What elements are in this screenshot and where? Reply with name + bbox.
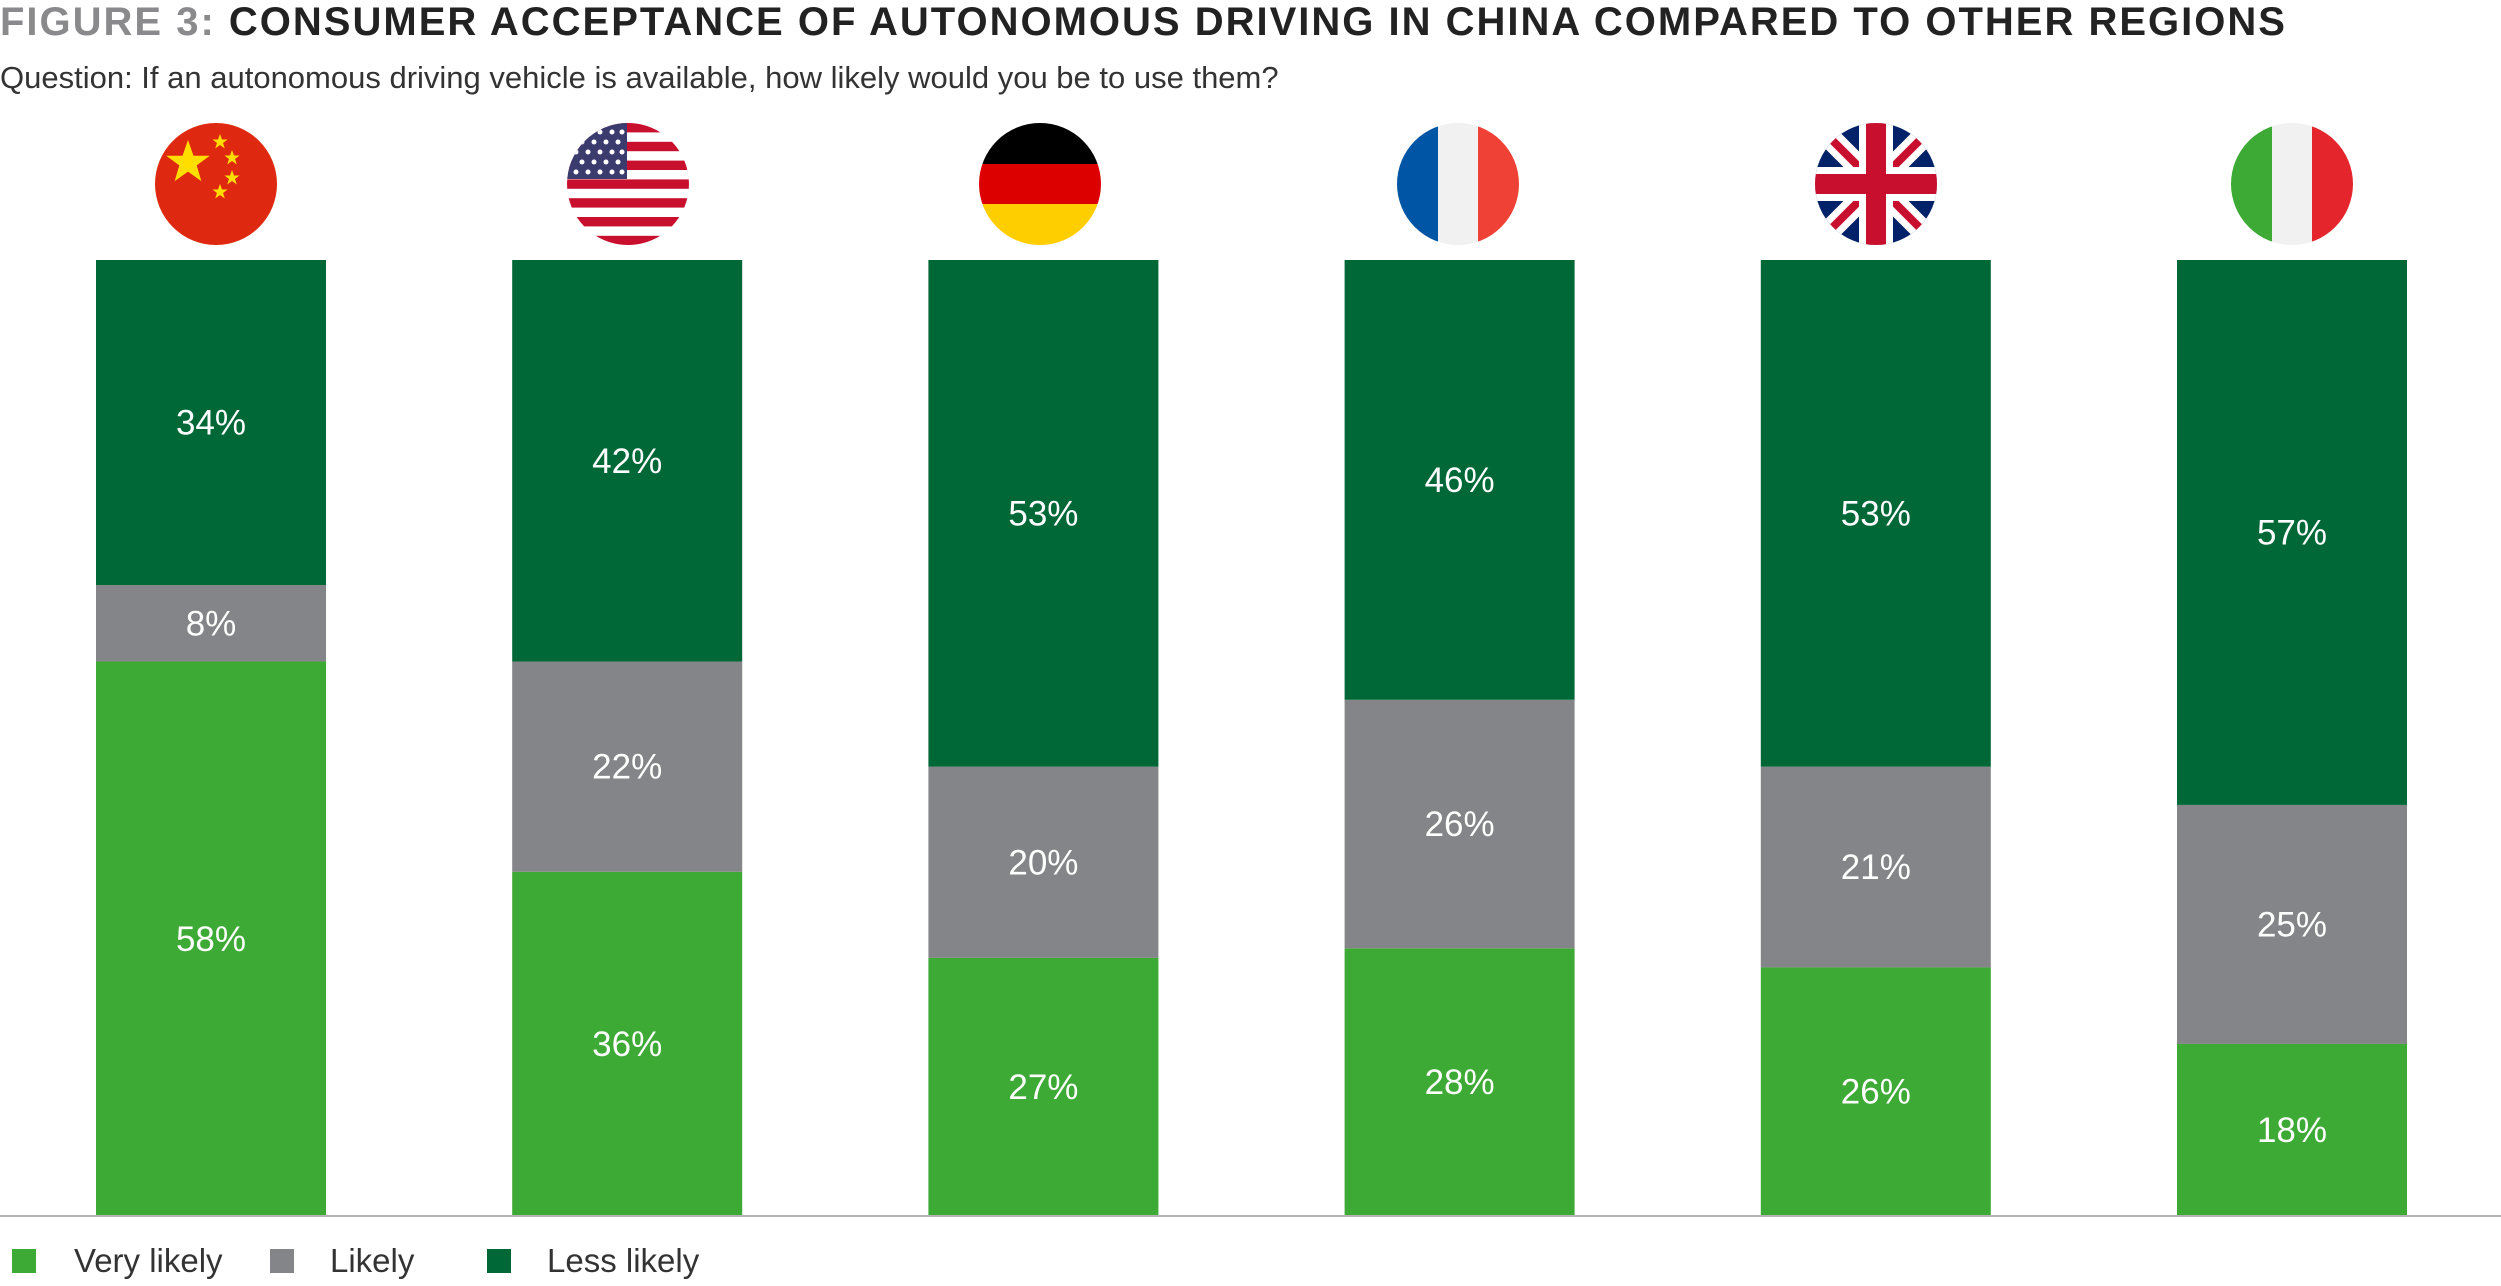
- legend-swatch-likely: [270, 1249, 294, 1273]
- data-label-usa-likely: 22%: [592, 748, 662, 787]
- bar-uk-likely: [1760, 766, 1991, 968]
- legend: Very likely Likely Less likely: [0, 1236, 699, 1286]
- bar-france-less-likely: [1344, 260, 1575, 700]
- bar-china-less-likely: [96, 260, 326, 586]
- chart-title: FIGURE 3: CONSUMER ACCEPTANCE OF AUTONOM…: [0, 0, 2287, 44]
- bar-uk-less-likely: [1760, 260, 1991, 767]
- data-label-china-very-likely: 58%: [176, 920, 246, 959]
- data-label-france-likely: 26%: [1425, 805, 1495, 844]
- bar-usa-very-likely: [512, 871, 743, 1216]
- usa-flag-icon: [567, 123, 689, 245]
- data-label-china-likely: 8%: [186, 604, 237, 643]
- data-label-china-less-likely: 34%: [176, 404, 246, 443]
- chart-subtitle: Question: If an autonomous driving vehic…: [0, 60, 1279, 95]
- bar-italy-very-likely: [2177, 1043, 2407, 1216]
- data-label-italy-likely: 25%: [2257, 905, 2327, 944]
- bar-germany-very-likely: [928, 957, 1159, 1216]
- legend-label-very-likely: Very likely: [74, 1242, 223, 1279]
- bar-france-very-likely: [1344, 948, 1575, 1216]
- italy-flag-icon: [2231, 123, 2353, 245]
- legend-item-very-likely: Very likely: [12, 1242, 270, 1280]
- figure-label: FIGURE 3:: [0, 0, 216, 44]
- data-label-france-very-likely: 28%: [1425, 1063, 1495, 1102]
- bars-layer: 58% 8% 34% 36% 22% 42% 27% 20% 53% 28% 26% 46% 26% 21…: [96, 260, 2407, 1216]
- bar-germany-likely: [928, 766, 1159, 958]
- bar-france-likely: [1344, 699, 1575, 949]
- germany-flag-icon: [979, 123, 1101, 245]
- stacked-bar-chart: 58% 8% 34% 36% 22% 42% 27% 20% 53% 28% 26% 46% 26% 21…: [0, 123, 2501, 1217]
- data-label-germany-very-likely: 27%: [1008, 1068, 1078, 1107]
- data-label-germany-likely: 20%: [1008, 843, 1078, 882]
- legend-swatch-less-likely: [487, 1249, 511, 1273]
- legend-item-likely: Likely: [270, 1242, 487, 1280]
- data-label-uk-likely: 21%: [1841, 848, 1911, 887]
- china-flag-icon: [155, 123, 277, 245]
- legend-label-likely: Likely: [330, 1242, 415, 1279]
- bar-germany-less-likely: [928, 260, 1159, 767]
- bar-uk-very-likely: [1760, 967, 1991, 1216]
- legend-item-less-likely: Less likely: [487, 1242, 699, 1280]
- legend-swatch-very-likely: [12, 1249, 36, 1273]
- data-label-italy-very-likely: 18%: [2257, 1111, 2327, 1150]
- france-flag-icon: [1397, 123, 1519, 245]
- data-label-usa-very-likely: 36%: [592, 1025, 662, 1064]
- bar-china-likely: [96, 585, 326, 662]
- title-text: CONSUMER ACCEPTANCE OF AUTONOMOUS DRIVIN…: [228, 0, 2287, 44]
- data-label-france-less-likely: 46%: [1425, 461, 1495, 500]
- uk-flag-icon: [1815, 123, 1937, 245]
- data-label-usa-less-likely: 42%: [592, 442, 662, 481]
- bar-china-very-likely: [96, 661, 326, 1216]
- data-label-germany-less-likely: 53%: [1008, 494, 1078, 533]
- data-label-uk-very-likely: 26%: [1841, 1073, 1911, 1112]
- bar-usa-less-likely: [512, 260, 743, 662]
- bar-usa-likely: [512, 661, 743, 872]
- legend-label-less-likely: Less likely: [547, 1242, 700, 1279]
- bar-italy-likely: [2177, 804, 2407, 1044]
- data-label-italy-less-likely: 57%: [2257, 513, 2327, 552]
- data-label-uk-less-likely: 53%: [1841, 494, 1911, 533]
- bar-italy-less-likely: [2177, 260, 2407, 805]
